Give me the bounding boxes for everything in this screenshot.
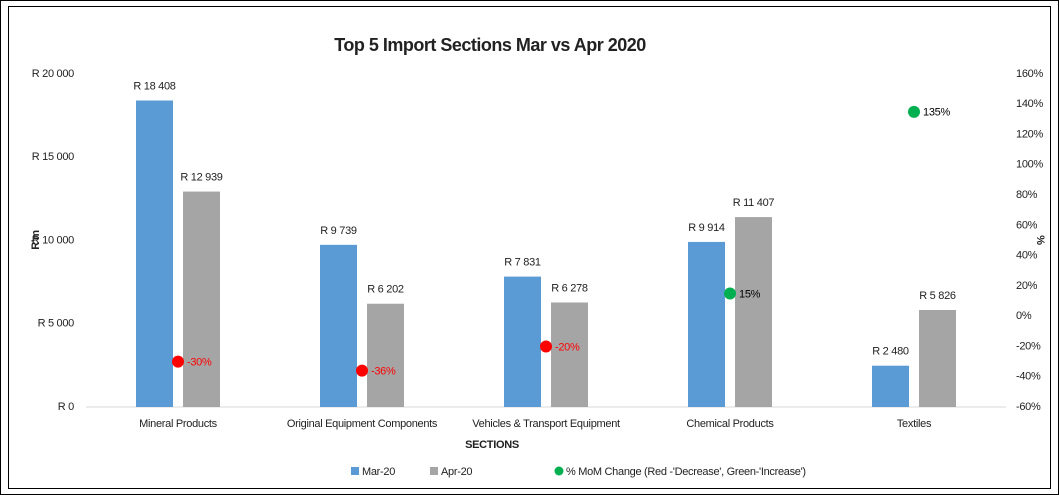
y2-tick-label: -60% — [1016, 401, 1041, 413]
data-label: R 9 739 — [320, 225, 357, 237]
legend-label: Mar-20 — [362, 466, 395, 478]
y2-tick-label: -20% — [1016, 340, 1041, 352]
y-tick-label: R 15 000 — [32, 151, 74, 163]
x-axis-label: SECTIONS — [465, 439, 519, 451]
data-label: R 11 407 — [733, 197, 775, 209]
legend-swatch — [430, 467, 438, 475]
y-tick-label: R 0 — [58, 401, 74, 413]
data-label: -20% — [555, 341, 580, 353]
x-tick-label: Textiles — [897, 418, 932, 430]
bar — [504, 276, 541, 407]
data-label: -36% — [371, 366, 396, 378]
y2-tick-label: 0% — [1016, 310, 1032, 322]
bar — [183, 191, 220, 407]
y2-tick-label: 20% — [1016, 280, 1038, 292]
x-tick-label: Chemical Products — [686, 418, 774, 430]
y2-tick-label: 80% — [1016, 189, 1038, 201]
bar — [735, 217, 772, 407]
x-tick-label: Vehicles & Transport Equipment — [472, 418, 620, 430]
point — [172, 355, 184, 368]
y2-tick-label: 60% — [1016, 219, 1038, 231]
x-tick-label: Mineral Products — [139, 418, 218, 430]
bar — [136, 100, 173, 407]
y-tick-label: R 10 000 — [32, 234, 74, 246]
y2-tick-label: 160% — [1016, 68, 1043, 80]
bar — [320, 244, 357, 407]
chart-title: Top 5 Import Sections Mar vs Apr 2020 — [334, 35, 646, 55]
legend-swatch — [351, 467, 359, 475]
legend-label: % MoM Change (Red -'Decrease', Green-'In… — [566, 466, 806, 478]
data-label: R 6 202 — [367, 284, 404, 296]
bar — [919, 309, 956, 407]
bar — [551, 302, 588, 407]
data-label: R 2 480 — [872, 346, 909, 358]
point — [724, 287, 736, 300]
point — [356, 364, 368, 377]
legend-swatch — [554, 466, 564, 476]
legend-label: Apr-20 — [441, 466, 472, 478]
y2-axis-label: % — [1034, 235, 1046, 245]
data-label: 15% — [739, 288, 761, 300]
data-label: 135% — [923, 107, 950, 119]
y2-tick-label: 100% — [1016, 159, 1043, 171]
point — [908, 105, 920, 118]
y2-tick-label: 140% — [1016, 98, 1043, 110]
data-label: R 9 914 — [688, 222, 725, 234]
bar — [688, 241, 725, 407]
x-tick-label: Original Equipment Components — [287, 418, 438, 430]
y-tick-label: R 5 000 — [38, 318, 75, 330]
y-axis-label: R'm — [30, 230, 42, 250]
y2-tick-label: -40% — [1016, 371, 1041, 383]
point — [540, 340, 552, 353]
bar — [367, 303, 404, 407]
y2-tick-label: 120% — [1016, 128, 1043, 140]
inner-frame — [8, 6, 1051, 489]
y-tick-label: R 20 000 — [32, 68, 74, 80]
data-label: R 18 408 — [133, 80, 175, 92]
data-label: -30% — [187, 356, 212, 368]
data-label: R 6 278 — [551, 282, 588, 294]
data-label: R 7 831 — [504, 257, 541, 269]
bar — [872, 365, 909, 407]
y2-tick-label: 40% — [1016, 250, 1038, 262]
data-label: R 12 939 — [180, 171, 222, 183]
data-label: R 5 826 — [919, 290, 956, 302]
